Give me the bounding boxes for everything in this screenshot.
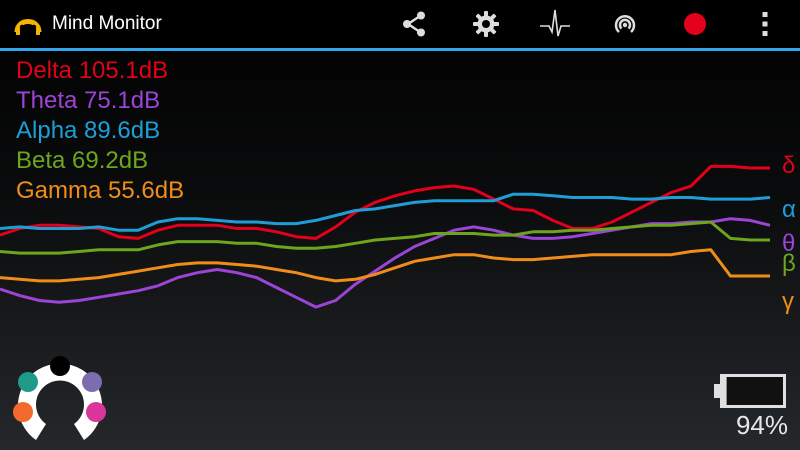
series-line-γ xyxy=(0,248,770,283)
legend-delta-label: Delta 105.1dB xyxy=(16,57,169,84)
legend-alpha: Alpha 89.6dB xyxy=(16,116,184,146)
headband-sensor-indicator xyxy=(13,356,106,440)
app-title: Mind Monitor xyxy=(52,13,162,34)
appbar-accent-line xyxy=(0,48,800,51)
app-bar: Mind Monitor xyxy=(0,0,800,48)
waveform-button[interactable] xyxy=(539,8,571,40)
beta-symbol: β xyxy=(782,250,796,277)
settings-icon xyxy=(473,11,499,37)
record-button[interactable] xyxy=(679,8,711,40)
series-line-θ xyxy=(0,217,771,309)
series-line-α xyxy=(0,192,771,232)
sensor-tp10 xyxy=(86,402,106,422)
share-button[interactable] xyxy=(398,8,430,40)
broadcast-icon xyxy=(614,15,636,33)
alpha-symbol: α xyxy=(782,196,796,223)
legend-theta-label: Theta 75.1dB xyxy=(16,87,161,114)
broadcast-button[interactable] xyxy=(609,8,641,40)
record-icon xyxy=(684,13,706,35)
sensor-af8 xyxy=(82,372,102,392)
sensor-af7 xyxy=(13,402,33,422)
band-legend: Delta 105.1dB Theta 75.1dB Alpha 89.6dB … xyxy=(16,56,184,206)
series-line-δ xyxy=(0,164,770,240)
sensor-tp9 xyxy=(18,372,38,392)
legend-gamma-label: Gamma 55.6dB xyxy=(16,177,185,204)
sensor-fpz xyxy=(50,356,70,376)
legend-beta: Beta 69.2dB xyxy=(16,146,184,176)
headband-logo-icon xyxy=(14,19,42,35)
legend-alpha-label: Alpha 89.6dB xyxy=(16,117,161,144)
overflow-menu-icon xyxy=(762,12,768,36)
waveform-icon xyxy=(540,9,570,37)
legend-theta: Theta 75.1dB xyxy=(16,86,184,116)
theta-symbol: θ xyxy=(782,230,796,257)
legend-gamma: Gamma 55.6dB xyxy=(16,176,184,206)
legend-delta: Delta 105.1dB xyxy=(16,56,184,86)
battery-percent: 94% xyxy=(735,410,788,440)
legend-beta-label: Beta 69.2dB xyxy=(16,147,149,174)
overflow-menu-button[interactable] xyxy=(749,8,781,40)
battery-icon xyxy=(714,374,786,408)
delta-symbol: δ xyxy=(782,152,796,179)
brainwave-chart xyxy=(0,164,771,309)
share-icon xyxy=(403,11,425,37)
series-line-β xyxy=(0,220,770,255)
settings-button[interactable] xyxy=(470,8,502,40)
gamma-symbol: γ xyxy=(782,288,794,315)
